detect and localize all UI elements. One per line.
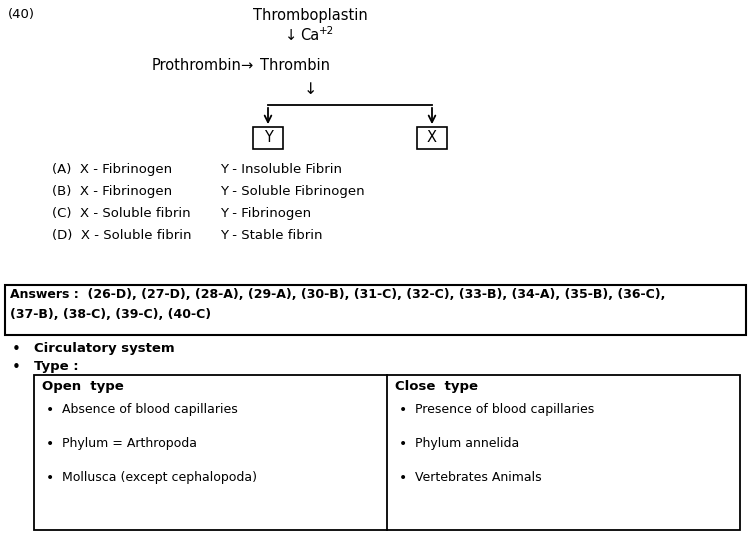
Text: (37-B), (38-C), (39-C), (40-C): (37-B), (38-C), (39-C), (40-C) [10,308,211,321]
Text: •: • [46,403,54,417]
Text: Presence of blood capillaries: Presence of blood capillaries [415,403,594,416]
Text: Circulatory system: Circulatory system [34,342,175,355]
Bar [34,375,740,530]
Text: Absence of blood capillaries: Absence of blood capillaries [62,403,238,416]
Text: (D)  X - Soluble fibrin: (D) X - Soluble fibrin [52,229,191,242]
Text: Y: Y [264,130,273,146]
Text: Phylum = Arthropoda: Phylum = Arthropoda [62,437,197,450]
Text: ↓: ↓ [303,82,317,97]
Text: •: • [12,360,21,375]
Text: Y - Insoluble Fibrin: Y - Insoluble Fibrin [220,163,342,176]
Text: •: • [12,342,21,357]
Text: •: • [399,437,407,451]
Text: Prothrombin: Prothrombin [152,58,242,73]
Text: Type :: Type : [34,360,78,373]
Text: •: • [46,471,54,485]
Text: Vertebrates Animals: Vertebrates Animals [415,471,541,484]
Bar [417,127,447,149]
Text: Y - Fibrinogen: Y - Fibrinogen [220,207,311,220]
Bar [253,127,283,149]
Text: Open  type: Open type [42,380,123,393]
Text: (B)  X - Fibrinogen: (B) X - Fibrinogen [52,185,172,198]
Text: X: X [427,130,437,146]
Text: Ca: Ca [300,28,319,43]
Text: Thrombin: Thrombin [260,58,330,73]
Text: Mollusca (except cephalopoda): Mollusca (except cephalopoda) [62,471,257,484]
Text: Thromboplastin: Thromboplastin [252,8,367,23]
Text: (A)  X - Fibrinogen: (A) X - Fibrinogen [52,163,172,176]
Text: Y - Soluble Fibrinogen: Y - Soluble Fibrinogen [220,185,364,198]
Text: +2: +2 [319,26,334,36]
Text: •: • [46,437,54,451]
Text: •: • [399,471,407,485]
Text: Answers :  (26-D), (27-D), (28-A), (29-A), (30-B), (31-C), (32-C), (33-B), (34-A: Answers : (26-D), (27-D), (28-A), (29-A)… [10,288,666,301]
Bar [5,285,746,335]
Text: Phylum annelida: Phylum annelida [415,437,520,450]
Text: (40): (40) [8,8,35,21]
Text: (C)  X - Soluble fibrin: (C) X - Soluble fibrin [52,207,191,220]
Text: Y - Stable fibrin: Y - Stable fibrin [220,229,322,242]
Text: •: • [399,403,407,417]
Text: →: → [240,58,252,73]
Text: Close  type: Close type [395,380,478,393]
Text: ↓: ↓ [285,28,297,43]
